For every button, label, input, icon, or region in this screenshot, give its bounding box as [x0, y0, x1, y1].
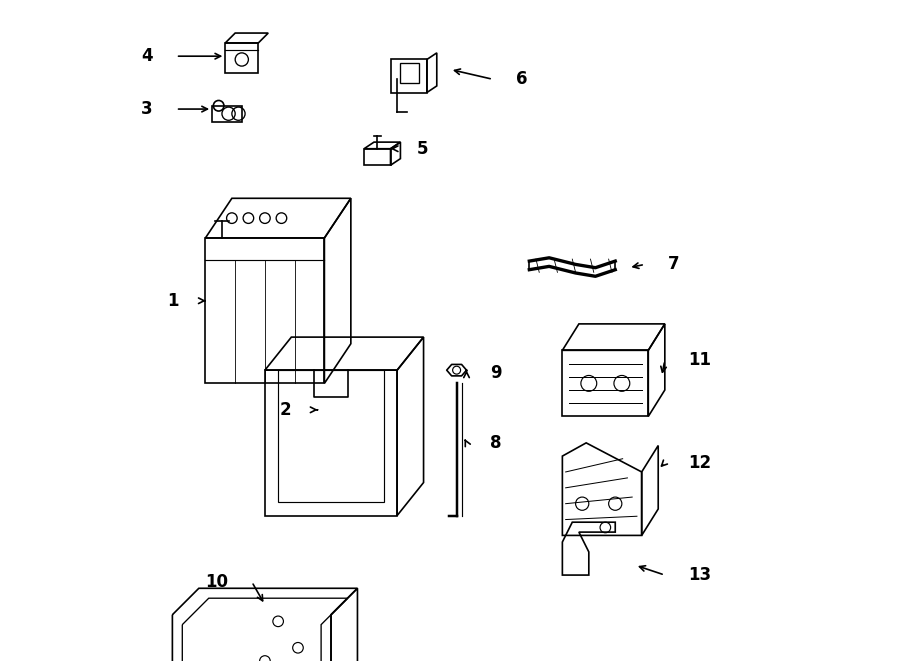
Text: 11: 11	[688, 351, 711, 369]
Text: 8: 8	[490, 434, 501, 452]
Bar	[562, 350, 648, 416]
Text: 5: 5	[417, 139, 428, 158]
Text: 3: 3	[141, 100, 153, 118]
Bar	[364, 149, 391, 165]
Bar	[205, 238, 324, 383]
Bar	[265, 370, 397, 516]
Text: 12: 12	[688, 453, 711, 472]
Text: 6: 6	[516, 70, 527, 89]
Bar	[225, 43, 258, 73]
Text: 4: 4	[141, 47, 153, 65]
Text: 10: 10	[205, 572, 229, 591]
Text: 7: 7	[668, 255, 680, 274]
Text: 9: 9	[490, 364, 501, 383]
Bar	[391, 59, 427, 93]
Text: 1: 1	[167, 292, 179, 310]
Bar	[212, 106, 242, 122]
Text: 2: 2	[280, 401, 292, 419]
Bar	[278, 370, 384, 502]
Text: 13: 13	[688, 566, 711, 584]
Bar	[400, 63, 418, 83]
